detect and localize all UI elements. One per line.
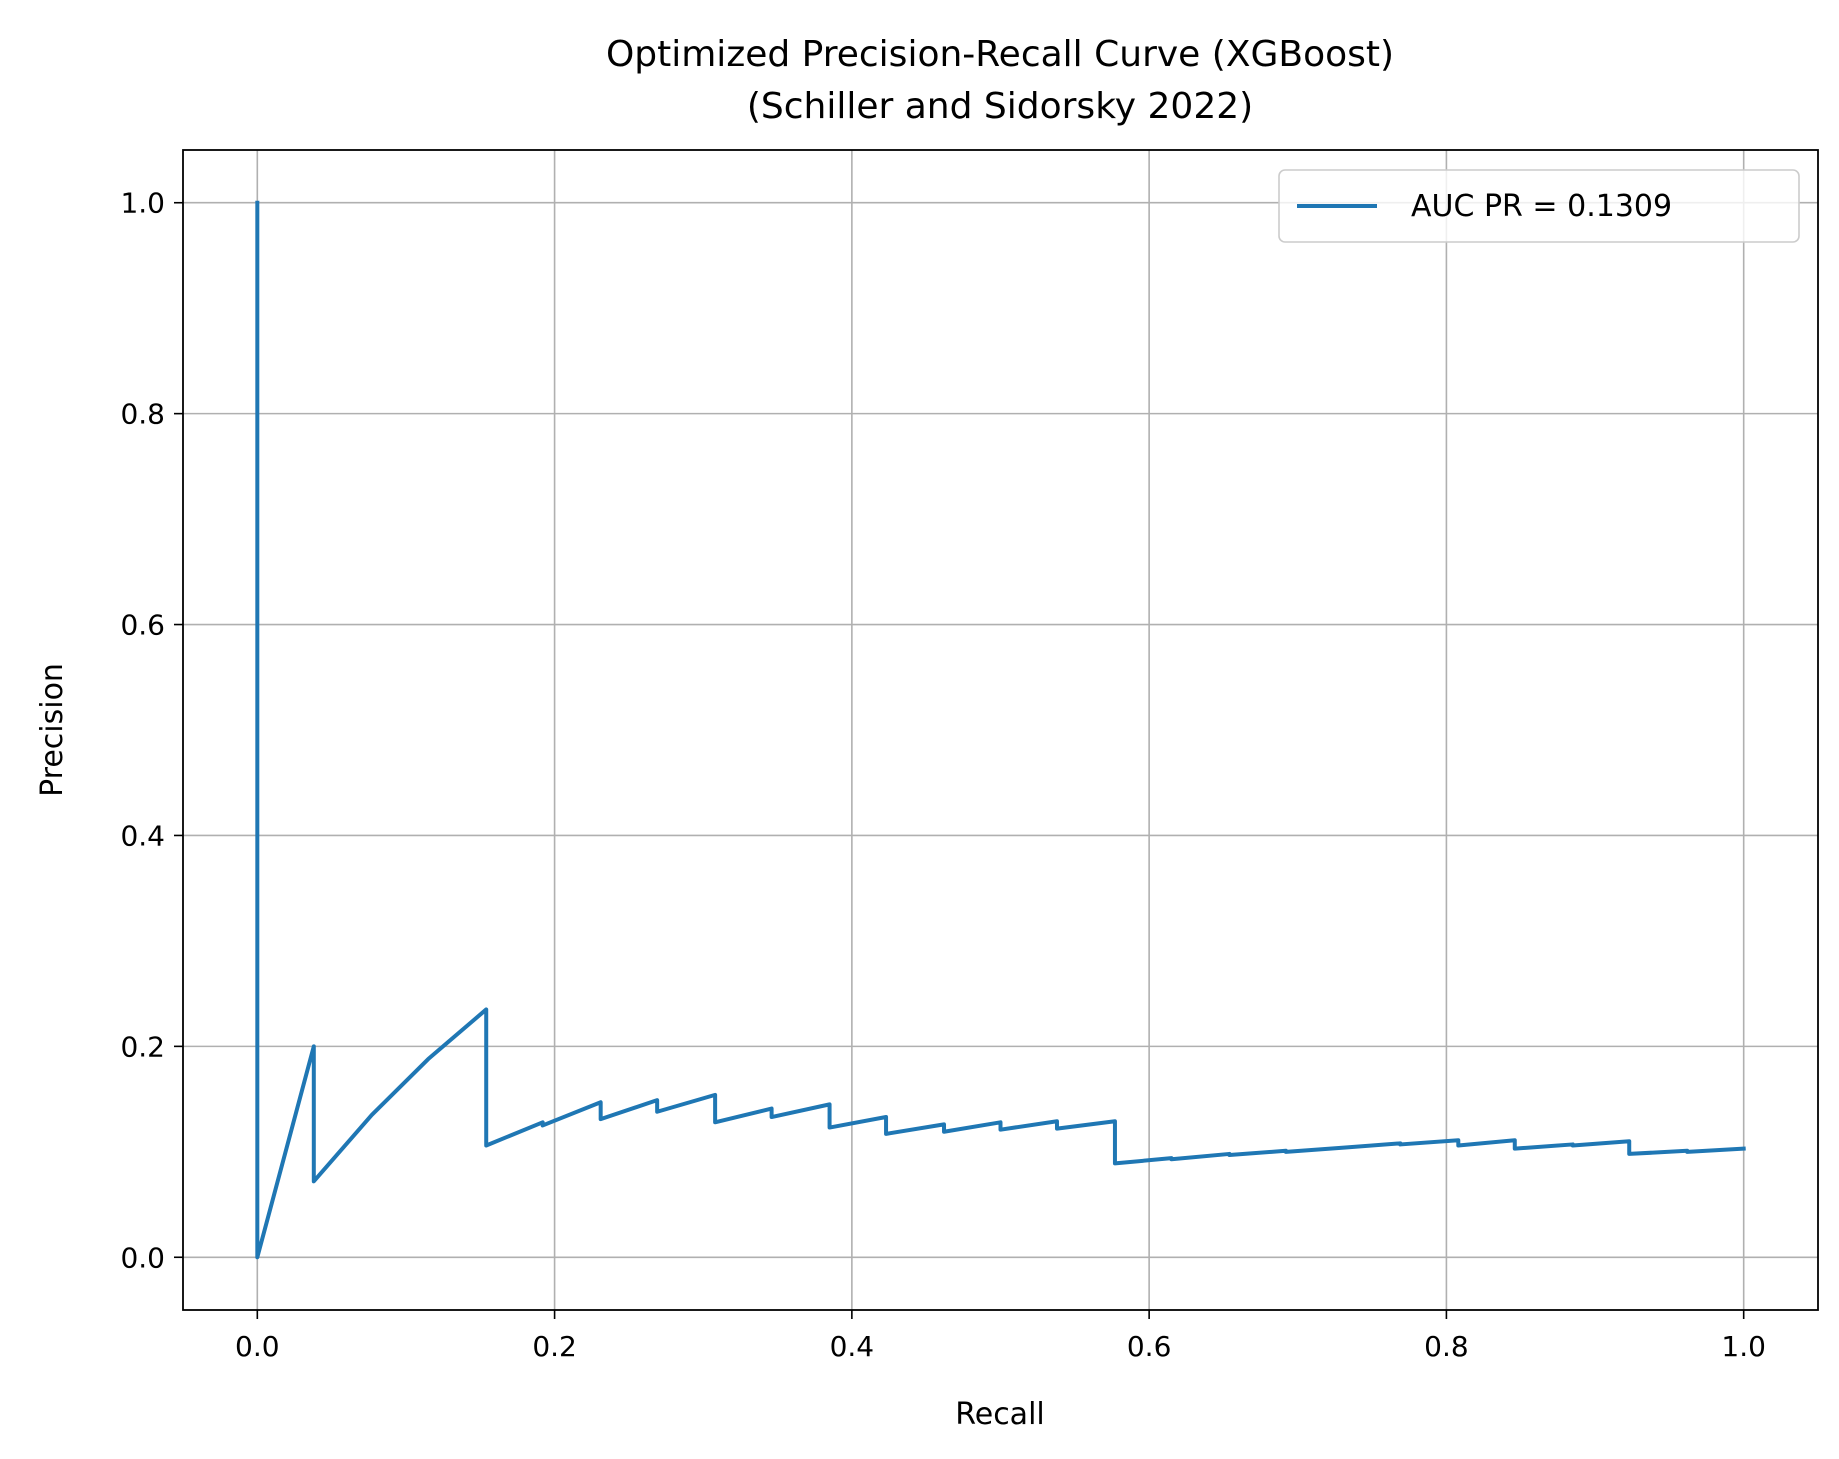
legend-box <box>1278 169 1800 243</box>
legend: AUC PR = 0.1309 <box>1278 169 1800 243</box>
chart-subtitle: (Schiller and Sidorsky 2022) <box>747 86 1253 127</box>
x-tick-label: 0.6 <box>1127 1330 1172 1363</box>
y-tick-label: 0.4 <box>120 819 165 852</box>
x-axis-ticks: 0.0 0.2 0.4 0.6 0.8 1.0 <box>235 1310 1766 1363</box>
plot-area-frame <box>182 149 1819 1311</box>
y-tick-label: 0.6 <box>120 609 165 642</box>
x-tick-label: 0.4 <box>830 1330 875 1363</box>
y-axis-ticks: 0.0 0.2 0.4 0.6 0.8 1.0 <box>120 187 183 1274</box>
y-tick-label: 0.8 <box>120 398 165 431</box>
y-tick-label: 0.2 <box>120 1030 165 1063</box>
y-tick-label: 0.0 <box>120 1241 165 1274</box>
x-tick-label: 0.8 <box>1424 1330 1469 1363</box>
x-tick-label: 0.2 <box>532 1330 577 1363</box>
series-layer <box>255 200 1746 1260</box>
chart-title: Optimized Precision-Recall Curve (XGBoos… <box>606 34 1394 75</box>
y-tick-label: 1.0 <box>120 187 165 220</box>
y-axis-label: Precision <box>35 663 70 797</box>
legend-entry-label: AUC PR = 0.1309 <box>1411 189 1672 224</box>
x-axis-label: Recall <box>955 1397 1045 1432</box>
grid <box>183 150 1818 1310</box>
x-tick-label: 1.0 <box>1721 1330 1766 1363</box>
x-tick-label: 0.0 <box>235 1330 280 1363</box>
series-line-auc-pr <box>255 200 1746 1260</box>
